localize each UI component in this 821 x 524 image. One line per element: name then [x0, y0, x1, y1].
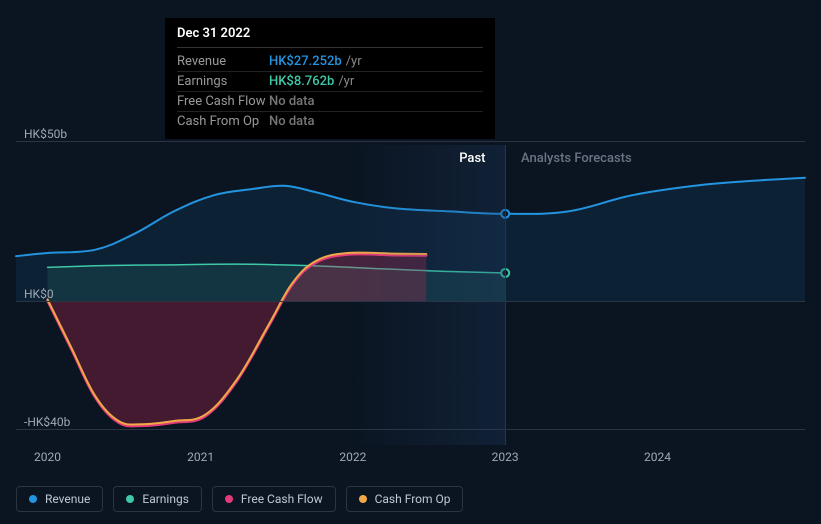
tooltip-metric-label: Revenue — [177, 54, 269, 69]
legend-item[interactable]: Revenue — [16, 486, 103, 512]
tooltip-date: Dec 31 2022 — [177, 26, 483, 48]
tooltip-metric-value: HK$27.252b — [269, 54, 342, 69]
chart-svg — [16, 125, 805, 445]
tooltip-row: Free Cash FlowNo data — [177, 92, 483, 112]
y-axis-label: -HK$40b — [24, 415, 70, 429]
tooltip-metric-value: No data — [269, 114, 315, 129]
legend-item[interactable]: Earnings — [113, 486, 202, 512]
chart-tooltip: Dec 31 2022 RevenueHK$27.252b/yrEarnings… — [165, 18, 495, 139]
tooltip-row: EarningsHK$8.762b/yr — [177, 72, 483, 92]
gridline — [16, 301, 805, 302]
past-label: Past — [459, 151, 485, 166]
x-axis-label: 2021 — [187, 450, 214, 464]
past-forecast-divider — [505, 145, 506, 445]
gridline — [16, 141, 805, 142]
tooltip-metric-value: No data — [269, 94, 315, 109]
tooltip-suffix: /yr — [346, 54, 362, 69]
tooltip-row: Cash From OpNo data — [177, 112, 483, 131]
legend-dot-icon — [29, 495, 37, 503]
x-axis-label: 2024 — [644, 450, 671, 464]
tooltip-row: RevenueHK$27.252b/yr — [177, 52, 483, 72]
legend-label: Free Cash Flow — [241, 492, 323, 506]
legend-label: Cash From Op — [375, 492, 451, 506]
x-axis-labels: 2020 2021 2022 2023 2024 — [16, 450, 805, 470]
chart-legend: Revenue Earnings Free Cash Flow Cash From O… — [16, 486, 463, 512]
y-axis-label: HK$0 — [24, 287, 54, 301]
tooltip-metric-label: Free Cash Flow — [177, 94, 269, 109]
tooltip-suffix: /yr — [338, 74, 354, 89]
tooltip-metric-value: HK$8.762b — [269, 74, 334, 89]
legend-label: Earnings — [142, 492, 189, 506]
legend-item[interactable]: Cash From Op — [346, 486, 464, 512]
gridline — [16, 429, 805, 430]
tooltip-body: RevenueHK$27.252b/yrEarningsHK$8.762b/yr… — [177, 52, 483, 131]
legend-item[interactable]: Free Cash Flow — [212, 486, 336, 512]
forecast-label: Analysts Forecasts — [521, 151, 632, 166]
tooltip-metric-label: Earnings — [177, 74, 269, 89]
chart-plot: HK$50b HK$0 -HK$40b Past Analysts Forecasts — [16, 125, 805, 445]
legend-dot-icon — [126, 495, 134, 503]
y-axis-label: HK$50b — [24, 127, 67, 141]
legend-dot-icon — [359, 495, 367, 503]
tooltip-metric-label: Cash From Op — [177, 114, 269, 129]
legend-label: Revenue — [45, 492, 90, 506]
x-axis-label: 2023 — [492, 450, 519, 464]
x-axis-label: 2022 — [339, 450, 366, 464]
legend-dot-icon — [225, 495, 233, 503]
x-axis-label: 2020 — [34, 450, 61, 464]
